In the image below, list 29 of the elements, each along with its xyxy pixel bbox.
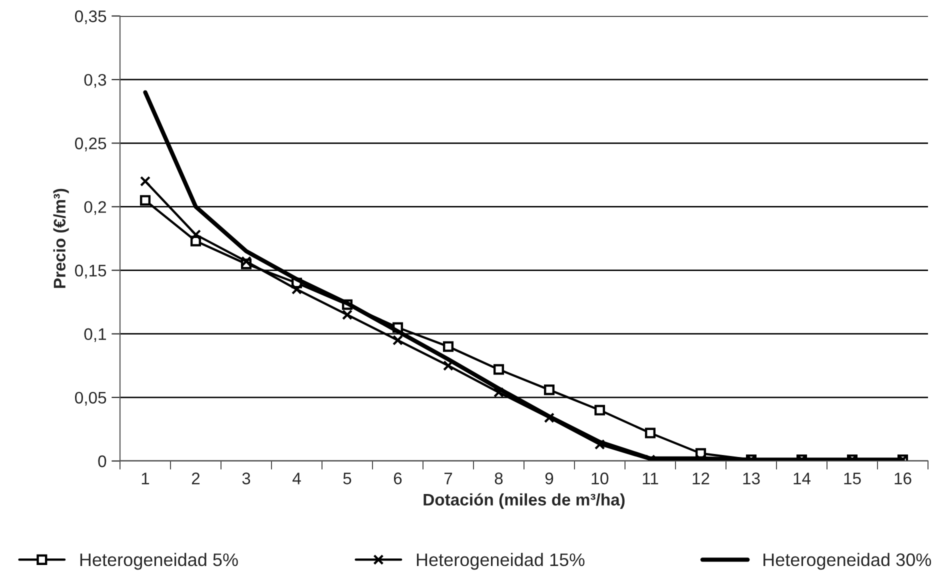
x-tick-label: 10 bbox=[592, 472, 608, 484]
x-tick-label: 6 bbox=[394, 472, 402, 484]
x-tick-label: 12 bbox=[692, 472, 710, 484]
x-tick-label: 15 bbox=[844, 472, 861, 484]
y-tick-label: 0,35 bbox=[75, 10, 106, 24]
x-tick-label: 1 bbox=[142, 472, 150, 484]
y-tick-label: 0,1 bbox=[84, 328, 106, 342]
x-tick-label: 16 bbox=[894, 472, 912, 484]
y-tick-label: 0,05 bbox=[75, 392, 106, 406]
y-tick-label: 0,2 bbox=[84, 201, 106, 215]
legend-label: Heterogeneidad 5% bbox=[80, 552, 238, 570]
x-tick-label: 2 bbox=[192, 472, 200, 484]
x-tick-label: 3 bbox=[242, 472, 250, 484]
legend-label: Heterogeneidad 30% bbox=[764, 552, 932, 570]
y-tick-label: 0,15 bbox=[75, 264, 106, 278]
x-axis-title: Dotación (miles de m³/ha) bbox=[424, 493, 625, 509]
x-tick-label: 7 bbox=[444, 472, 452, 484]
y-axis-title: Precio (€/m³) bbox=[53, 188, 69, 288]
y-tick-label: 0,3 bbox=[84, 74, 106, 88]
x-tick-label: 11 bbox=[642, 472, 658, 484]
x-tick-label: 13 bbox=[743, 472, 760, 484]
legend-label: Heterogeneidad 15% bbox=[416, 552, 584, 570]
x-tick-label: 9 bbox=[545, 472, 554, 484]
y-tick-label: 0,25 bbox=[75, 138, 106, 152]
y-tick-label: 0 bbox=[98, 455, 106, 468]
x-tick-label: 4 bbox=[292, 472, 301, 484]
x-tick-label: 8 bbox=[494, 472, 503, 484]
x-tick-label: 5 bbox=[343, 472, 352, 484]
x-tick-label: 14 bbox=[794, 472, 811, 484]
